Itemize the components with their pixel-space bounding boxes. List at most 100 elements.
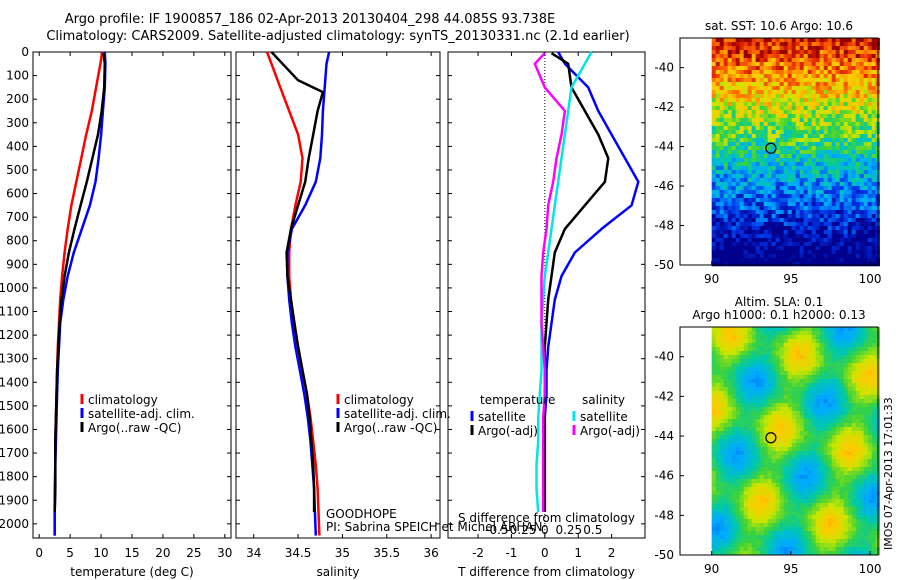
- y-tick-label: -50: [654, 548, 674, 562]
- sst-heatmap-cells: [711, 38, 880, 267]
- x-tick-label: 34.5: [285, 546, 312, 560]
- y-tick-label: -50: [654, 258, 674, 272]
- x-tick-label: 2: [608, 546, 616, 560]
- x-tick-label: -2: [472, 546, 484, 560]
- pi-label: PI: Sabrina SPEICH et Michel ARHAN: [326, 520, 543, 534]
- x-tick-label: -1: [505, 546, 517, 560]
- x-tick-label: 35.5: [373, 546, 400, 560]
- x-tick-label: 95: [783, 562, 798, 576]
- program-label: GOODHOPE: [326, 507, 397, 521]
- x-tick-label: 15: [124, 546, 139, 560]
- map-frame: [679, 326, 879, 556]
- x-tick-label: 100: [859, 272, 882, 286]
- legend-entry: satellite-adj. clim.: [88, 407, 195, 421]
- y-tick-label: 700: [6, 210, 29, 224]
- legend-entry: satellite-adj. clim.: [344, 407, 451, 421]
- top-x-tick-label: -0.5: [485, 523, 508, 537]
- x-tick-label: 95: [783, 272, 798, 286]
- series-line-3: [533, 52, 567, 512]
- temperature-profile-chart: 0100200300400500600700800900100011001200…: [0, 45, 232, 579]
- x-tick-label: 35: [335, 546, 350, 560]
- legend-entry: climatology: [344, 393, 414, 407]
- x-axis-label: temperature (deg C): [70, 565, 193, 579]
- x-tick-label: 90: [704, 272, 719, 286]
- figure-title-line2: Climatology: CARS2009. Satellite-adjuste…: [46, 29, 629, 44]
- series-line-2: [270, 51, 325, 512]
- series-line-2: [53, 53, 107, 513]
- y-tick-label: 1200: [0, 328, 29, 342]
- y-tick-label: 1100: [0, 305, 29, 319]
- legend-entry: satellite: [478, 410, 526, 424]
- y-tick-label: 800: [6, 234, 29, 248]
- map-title-line2: Argo h1000: 0.1 h2000: 0.13: [692, 308, 865, 322]
- difference-profile-chart: -2 -1 0 1 2 T difference from climatology -0.5…: [447, 51, 646, 579]
- series-line-2: [535, 51, 593, 513]
- legend-entry: Argo(-adj): [478, 424, 538, 438]
- y-tick-label: 400: [6, 139, 29, 153]
- y-tick-label: 1000: [0, 281, 29, 295]
- y-tick-label: 0: [21, 45, 29, 59]
- top-x-tick-label: -0.25: [505, 523, 536, 537]
- x-tick-label: 100: [859, 562, 882, 576]
- y-tick-label: -40: [654, 350, 674, 364]
- plot-frame: [235, 51, 441, 539]
- legend-group-title: temperature: [480, 393, 555, 407]
- y-tick-label: 300: [6, 116, 29, 130]
- legend-entry: Argo(..raw -QC): [88, 421, 181, 435]
- y-tick-label: 600: [6, 187, 29, 201]
- x-tick-label: 25: [186, 546, 201, 560]
- legend-entry: Argo(..raw -QC): [344, 421, 437, 435]
- map-title: Altim. SLA: 0.1: [735, 295, 823, 309]
- sla-map-chart: -40 -42 -44 -46 -48 -50 90 95 100 Altim. SLA: 0.1…: [654, 295, 881, 576]
- legend-group-title: salinity: [582, 393, 625, 407]
- y-tick-label: 100: [6, 69, 29, 83]
- y-tick-label: 1900: [0, 493, 29, 507]
- x-tick-label: 5: [66, 546, 74, 560]
- y-tick-label: 1600: [0, 422, 29, 436]
- footer-timestamp: IMOS 07-Apr-2013 17:01:33: [882, 397, 895, 550]
- sst-map-chart: -40 -42 -44 -46 -48 -50 90 95 100 sat. SST: 10.6 …: [654, 19, 881, 286]
- y-tick-label: 2000: [0, 517, 29, 531]
- legend-entry: satellite: [580, 410, 628, 424]
- y-tick-label: -46: [654, 179, 674, 193]
- x-tick-label: 36: [423, 546, 438, 560]
- x-tick-label: 10: [93, 546, 108, 560]
- y-tick-label: -42: [654, 100, 674, 114]
- legend-entry: Argo(-adj): [580, 424, 640, 438]
- x-tick-label: 20: [155, 546, 170, 560]
- x-tick-label: 90: [704, 562, 719, 576]
- top-x-tick-label: 0.25: [555, 523, 582, 537]
- plot-frame: [447, 51, 646, 539]
- x-tick-label: 0: [541, 546, 549, 560]
- legend-entry: climatology: [88, 393, 158, 407]
- x-tick-label: 0: [35, 546, 43, 560]
- y-tick-label: -42: [654, 389, 674, 403]
- y-tick-label: -48: [654, 219, 674, 233]
- y-tick-label: -44: [654, 140, 674, 154]
- sla-heatmap-cells: [711, 327, 880, 556]
- y-tick-label: 1800: [0, 470, 29, 484]
- top-x-tick-label: 0: [541, 523, 549, 537]
- map-title: sat. SST: 10.6 Argo: 10.6: [705, 19, 853, 33]
- x-tick-label: 1: [574, 546, 582, 560]
- y-tick-label: 1400: [0, 375, 29, 389]
- argo-float-marker: [765, 432, 777, 444]
- x-tick-label: 30: [217, 546, 232, 560]
- y-tick-label: 1300: [0, 352, 29, 366]
- map-frame: [679, 37, 879, 266]
- y-tick-label: -48: [654, 508, 674, 522]
- y-tick-label: 500: [6, 163, 29, 177]
- y-tick-label: 1700: [0, 446, 29, 460]
- series-line-1: [543, 52, 610, 512]
- y-tick-label: 1500: [0, 399, 29, 413]
- argo-float-marker: [765, 142, 777, 154]
- x-tick-label: 34: [246, 546, 261, 560]
- figure-title-line1: Argo profile: IF 1900857_186 02-Apr-2013…: [65, 12, 555, 27]
- y-tick-label: 200: [6, 92, 29, 106]
- y-tick-label: 900: [6, 257, 29, 271]
- y-tick-label: -40: [654, 61, 674, 75]
- top-x-tick-label: 0.5: [583, 523, 602, 537]
- x-axis-label: salinity: [316, 565, 359, 579]
- x-axis-label: T difference from climatology: [457, 565, 635, 579]
